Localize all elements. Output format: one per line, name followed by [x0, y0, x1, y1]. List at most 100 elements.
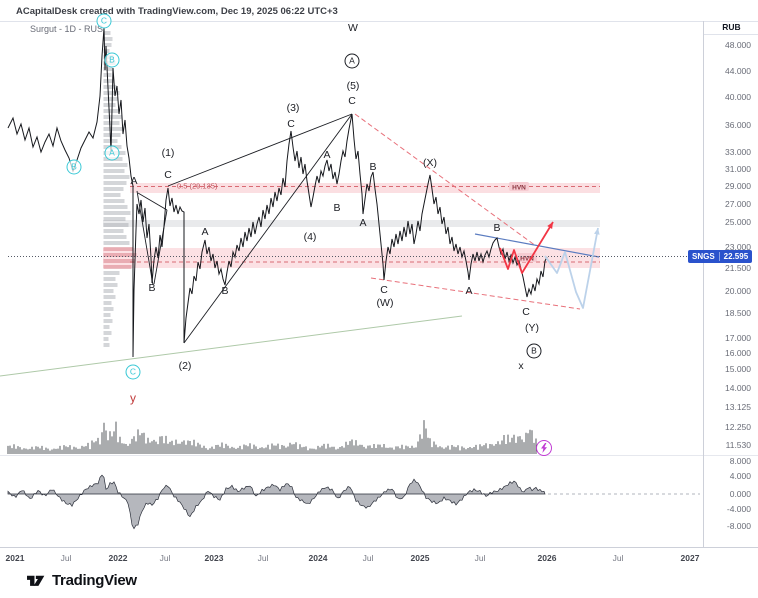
price-axis-label: 14.000	[725, 383, 751, 393]
price-axis-label: 15.000	[725, 364, 751, 374]
tradingview-footer-logo[interactable]: TradingView	[26, 571, 137, 590]
volume-profile-row	[103, 187, 124, 191]
price-axis-label: 18.500	[725, 308, 751, 318]
price-axis-label: 23.000	[725, 242, 751, 252]
price-axis-label: -8.000	[726, 521, 751, 531]
last-price-tag: SNGS 22.595	[688, 249, 753, 263]
attribution-text: ACapitalDesk created with TradingView.co…	[16, 6, 338, 17]
volume-profile-row	[103, 163, 128, 167]
red-dashed-trendline[interactable]	[370, 277, 581, 310]
time-axis[interactable]: 2021 Jul 2022 Jul 2023 Jul 2024 Jul 2025 Jul 2026 J…	[0, 547, 758, 570]
hvn-badge	[509, 182, 529, 191]
volume-profile-row	[103, 241, 130, 245]
black-trendline[interactable]	[167, 113, 353, 187]
volume-profile-row	[103, 331, 112, 335]
volume-profile-row	[103, 247, 134, 251]
volume-profile-row	[103, 127, 124, 131]
tradingview-logo-icon	[27, 575, 45, 586]
pale-blue-projection-arrow-head	[594, 228, 600, 235]
price-axis-label: -4.000	[726, 504, 751, 514]
volume-profile-row	[103, 283, 118, 287]
hvn-badge-text: HVN	[520, 256, 534, 263]
price-axis-label: 8.000	[729, 456, 751, 466]
time-axis-label: 2024	[308, 553, 328, 563]
price-axis-label: 16.000	[725, 348, 751, 358]
volume-profile-row	[103, 133, 121, 137]
black-trendline[interactable]	[136, 190, 154, 286]
volume-profile-row	[103, 259, 135, 263]
time-axis-label: Jul	[159, 553, 171, 563]
volume-profile-row	[103, 211, 131, 215]
price-axis-label: 11.530	[725, 440, 751, 450]
volume-profile-row	[103, 223, 129, 227]
time-axis-label: 2023	[204, 553, 224, 563]
volume-profile-row	[103, 271, 120, 275]
price-axis-label: 31.000	[725, 164, 751, 174]
time-axis-label: 2022	[108, 553, 128, 563]
red-projection-arrow[interactable]	[499, 221, 554, 274]
blue-trendline[interactable]	[474, 233, 600, 258]
price-axis-label: 17.000	[725, 333, 751, 343]
symbol-legend[interactable]: Surgut - 1D - RUS	[30, 24, 104, 34]
volume-profile-row	[103, 199, 125, 203]
volume-profile-row	[103, 145, 122, 149]
time-axis-label: Jul	[257, 553, 269, 563]
volume-profile-row	[103, 151, 126, 155]
volume-profile-row	[103, 253, 137, 257]
volume-profile-row	[103, 313, 111, 317]
price-axis-label: 36.000	[725, 120, 751, 130]
time-axis-label: Jul	[474, 553, 486, 563]
volume-profile-row	[103, 277, 116, 281]
time-axis-label: 2027	[680, 553, 700, 563]
black-trendline[interactable]	[153, 209, 168, 285]
green-trendline[interactable]	[0, 315, 463, 377]
lightning-bolt-icon[interactable]	[536, 440, 552, 456]
volume-profile-row	[103, 193, 121, 197]
price-axis-label: 27.000	[725, 199, 751, 209]
volume-profile-row	[103, 37, 113, 41]
black-trendline[interactable]	[183, 113, 353, 344]
hvn-zone-22	[103, 248, 600, 268]
brand-name: TradingView	[52, 572, 137, 589]
volume-profile-row	[103, 169, 125, 173]
ticker-label: SNGS	[688, 251, 720, 261]
volume-profile-row	[103, 85, 117, 89]
volume-profile-row	[103, 157, 123, 161]
price-axis-label: 13.125	[725, 402, 751, 412]
volume-profile-row	[103, 115, 122, 119]
currency-label: RUB	[704, 21, 758, 35]
volume-profile-row	[103, 91, 120, 95]
time-axis-label: Jul	[362, 553, 374, 563]
hvn-zone-29	[130, 183, 600, 193]
time-axis-label: Jul	[612, 553, 624, 563]
price-axis-label: 48.000	[725, 40, 751, 50]
volume-profile-row	[103, 43, 112, 47]
time-axis-label: Jul	[60, 553, 72, 563]
volume-profile-row	[103, 217, 126, 221]
volume-profile-row	[103, 343, 110, 347]
hvn-badge-text: HVN	[512, 185, 526, 192]
volume-profile-row	[103, 265, 132, 269]
last-price-value: 22.595	[723, 251, 749, 261]
price-axis-label: 33.000	[725, 147, 751, 157]
price-axis[interactable]: RUB SNGS 22.595 48.000 44.000 40.000 36.000…	[688, 21, 758, 547]
price-axis-label: 25.000	[725, 217, 751, 227]
price-axis-label: 40.000	[725, 92, 751, 102]
volume-profile-row	[103, 31, 111, 35]
time-axis-label: 2021	[5, 553, 25, 563]
volume-profile-row	[103, 205, 128, 209]
pale-blue-projection-arrow[interactable]	[544, 227, 599, 309]
price-line-series	[7, 27, 548, 358]
volume-profile-row	[103, 289, 114, 293]
time-axis-label: 2025	[410, 553, 430, 563]
header-divider	[0, 21, 758, 22]
volume-profile-row	[103, 325, 110, 329]
price-axis-label: 0.000	[729, 489, 751, 499]
black-trendline[interactable]	[137, 192, 168, 211]
volume-profile-row	[103, 307, 114, 311]
price-axis-label: 4.000	[729, 471, 751, 481]
red-dashed-trendline[interactable]	[354, 113, 537, 247]
volume-profile-row	[103, 109, 119, 113]
